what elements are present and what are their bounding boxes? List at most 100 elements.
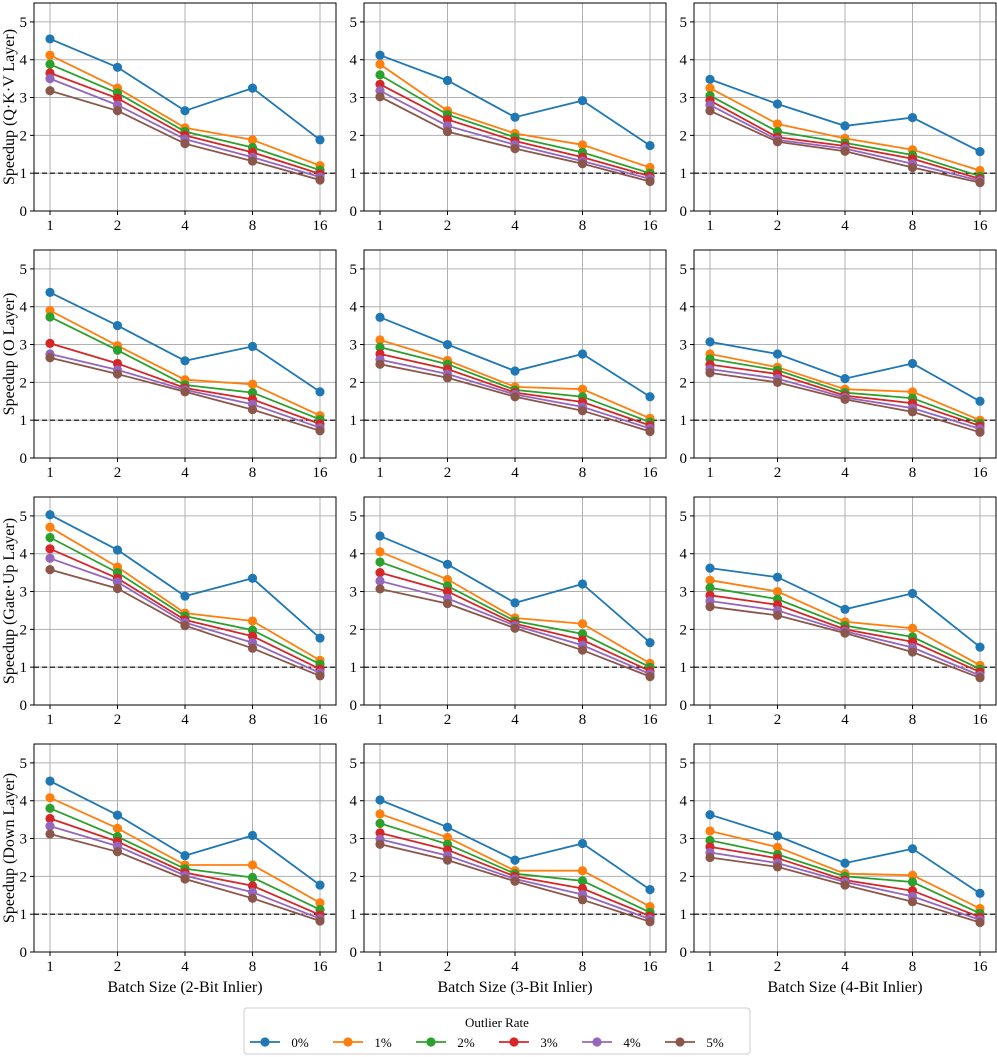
data-point	[442, 599, 453, 609]
x-tick-label: 1	[46, 712, 54, 728]
legend-swatch-marker	[509, 1037, 519, 1047]
data-point	[705, 852, 715, 863]
x-tick-label: 16	[973, 465, 989, 481]
data-point	[45, 50, 55, 60]
y-tick-label: 4	[350, 53, 358, 69]
y-tick-label: 1	[20, 413, 28, 429]
data-point	[705, 602, 715, 612]
data-point	[907, 623, 918, 633]
data-point	[247, 872, 258, 883]
panel-r2-c1: 0 1 2 3 4 5 1 2 4 8 16 Speedup (O Layer)	[1, 249, 337, 481]
data-point	[705, 583, 715, 593]
data-point	[315, 387, 325, 397]
x-tick-label: 4	[181, 712, 189, 728]
data-point	[375, 818, 385, 829]
legend-label: 1%	[374, 1035, 392, 1050]
x-tick-label: 16	[973, 959, 989, 975]
y-tick-label: 2	[680, 128, 688, 144]
legend-label: 5%	[706, 1035, 724, 1050]
x-tick-label: 8	[909, 712, 917, 728]
data-point	[112, 345, 123, 355]
data-point	[375, 50, 385, 60]
data-point	[375, 79, 385, 89]
y-tick-label: 5	[20, 15, 28, 31]
y-tick-label: 4	[680, 53, 688, 69]
data-point	[112, 810, 123, 820]
panel-r3-c1: 0 1 2 3 4 5 1 2 4 8 16 Speedup (Gate·Up Layer)	[1, 496, 337, 728]
data-point	[840, 394, 850, 404]
legend-item: 3%	[499, 1035, 558, 1050]
series-5%	[375, 92, 655, 187]
data-point	[772, 349, 783, 359]
data-point	[180, 850, 190, 861]
data-point	[645, 885, 655, 895]
data-point	[577, 645, 588, 655]
series-0%	[375, 531, 655, 648]
y-axis-label: Speedup (O Layer)	[1, 293, 18, 416]
y-tick-label: 3	[20, 832, 28, 848]
series-0%	[45, 34, 325, 145]
y-tick-label: 0	[350, 204, 358, 220]
x-tick-label: 8	[249, 959, 257, 975]
data-point	[705, 810, 715, 820]
y-tick-label: 5	[350, 509, 358, 525]
data-point	[975, 917, 985, 928]
data-point	[180, 106, 190, 116]
data-point	[45, 287, 55, 297]
y-tick-label: 1	[350, 660, 358, 676]
data-point	[577, 95, 588, 106]
data-point	[510, 144, 520, 154]
series-5%	[705, 602, 985, 683]
data-point	[442, 373, 453, 383]
data-point	[247, 156, 258, 166]
data-point	[772, 137, 783, 147]
data-point	[577, 140, 588, 150]
data-point	[112, 93, 123, 103]
x-tick-label: 4	[181, 959, 189, 975]
data-point	[645, 140, 655, 151]
data-point	[907, 647, 918, 657]
x-tick-label: 16	[643, 712, 659, 728]
x-tick-label: 4	[511, 959, 519, 975]
data-point	[975, 427, 985, 437]
data-point	[247, 341, 258, 352]
x-tick-label: 2	[774, 218, 782, 234]
panel-r2-c2: 0 1 2 3 4 5 1 2 4 8 16	[350, 249, 667, 481]
data-point	[645, 672, 655, 682]
x-tick-label: 4	[181, 465, 189, 481]
x-tick-label: 4	[841, 465, 849, 481]
legend-swatch-marker	[675, 1037, 685, 1047]
legend-title: Outlier Rate	[465, 1015, 529, 1030]
x-tick-label: 16	[313, 465, 329, 481]
series-0%	[375, 795, 655, 895]
data-point	[907, 162, 918, 173]
y-tick-label: 3	[350, 338, 358, 354]
series-5%	[705, 368, 985, 437]
data-point	[375, 70, 385, 80]
y-tick-label: 4	[20, 794, 28, 810]
data-point	[907, 588, 918, 599]
data-point	[705, 575, 715, 585]
panel-r4-c3: 0 1 2 3 4 5 1 2 4 8 16 Batch Size (4-Bit Inlier)	[680, 743, 997, 996]
data-point	[840, 121, 850, 131]
series-0%	[705, 810, 985, 898]
x-tick-label: 1	[376, 959, 384, 975]
data-point	[45, 803, 55, 813]
x-tick-label: 2	[774, 712, 782, 728]
series-5%	[45, 353, 325, 436]
data-point	[180, 874, 190, 884]
y-tick-label: 5	[680, 262, 688, 278]
y-tick-label: 2	[350, 869, 358, 885]
data-point	[247, 573, 258, 583]
y-tick-label: 2	[20, 128, 28, 144]
data-point	[442, 559, 453, 569]
data-point	[45, 59, 55, 69]
data-point	[442, 339, 453, 350]
data-point	[375, 59, 385, 69]
legend: Outlier Rate 0% 1% 2% 3% 4% 5%	[243, 1007, 751, 1055]
x-tick-label: 2	[444, 959, 452, 975]
y-tick-label: 2	[680, 869, 688, 885]
legend-item: 4%	[582, 1035, 641, 1050]
data-point	[442, 126, 453, 137]
data-point	[442, 75, 453, 86]
